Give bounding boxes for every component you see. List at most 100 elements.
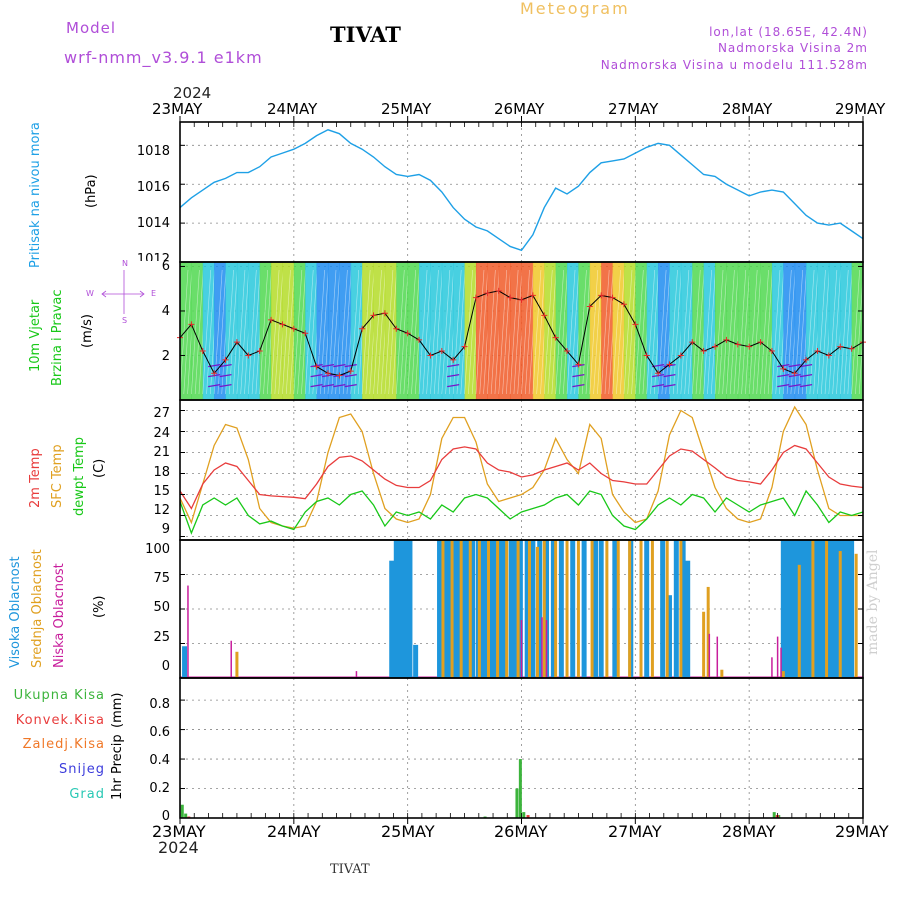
wind-barb-low <box>652 384 665 388</box>
units-precip: (mm) <box>110 692 125 728</box>
ytick-cloud-50: 50 <box>153 600 170 615</box>
low-cloud-bar <box>771 657 773 678</box>
low-cloud-bar <box>716 636 719 678</box>
wind-barb <box>566 269 576 395</box>
mid-cloud-bar <box>542 540 546 678</box>
low-cloud-bar <box>776 636 779 678</box>
wind-point-marker <box>461 343 468 350</box>
high-cloud-bar <box>437 540 443 678</box>
wind-barb-low <box>333 384 346 388</box>
wind-speed-band <box>259 262 272 400</box>
ylabel-wind-1: 10m Vjetar <box>28 299 43 372</box>
wind-barb <box>498 269 508 395</box>
wind-point-marker <box>825 352 832 359</box>
wind-barb <box>229 269 238 395</box>
date-top-2: 25MAY <box>381 100 432 118</box>
low-cloud-bar <box>355 671 358 678</box>
wind-speed-band <box>475 262 488 400</box>
wind-point-marker <box>302 330 309 337</box>
wind-barb-low <box>344 364 357 368</box>
wind-speed-band <box>840 262 853 400</box>
wind-speed-band <box>544 262 557 400</box>
high-cloud-bar <box>530 540 536 678</box>
watermark: made by Angel <box>865 549 881 656</box>
wind-point-marker <box>268 316 275 323</box>
wind-barb <box>718 269 728 395</box>
wind-barb-low <box>310 374 323 378</box>
wind-barb <box>475 269 485 395</box>
wind-speed-band <box>271 262 283 400</box>
date-top-1: 24MAY <box>267 100 318 118</box>
wind-speed-band <box>532 262 545 400</box>
wind-barb <box>464 269 473 395</box>
year-bottom: 2024 <box>158 838 199 857</box>
high-cloud-bar <box>498 540 504 678</box>
wind-point-marker <box>586 303 593 310</box>
wind-barb <box>764 269 773 395</box>
mid-cloud-bar <box>679 540 683 678</box>
wind-barb-low <box>219 364 232 368</box>
wind-point-marker <box>256 348 263 355</box>
ytick-pressure-1018: 1018 <box>136 144 170 159</box>
wind-barb <box>752 269 762 395</box>
mid-cloud-bar <box>468 540 472 678</box>
wind-speed-band <box>623 262 636 400</box>
wind-speed-band <box>521 262 534 400</box>
wind-point-marker <box>712 343 719 350</box>
high-cloud-bar <box>598 540 604 678</box>
wind-speed-band <box>202 262 215 400</box>
wind-speed-band <box>749 262 762 400</box>
wind-barb <box>179 269 189 395</box>
wind-barb <box>593 269 602 395</box>
mid-cloud-bar <box>628 540 632 678</box>
wind-point-marker <box>245 352 252 359</box>
wind-speed-band <box>373 262 386 400</box>
wind-barb <box>672 269 682 395</box>
high-cloud-bar <box>413 644 419 678</box>
wind-point-marker <box>370 312 377 319</box>
wind-point-marker <box>381 310 388 317</box>
mid-cloud-bar <box>496 540 500 678</box>
ytick-pressure-1016: 1016 <box>136 180 170 195</box>
wind-speed-band <box>453 262 466 400</box>
high-cloud-bar <box>451 540 457 678</box>
legend-conv-precip: Konvek.Kisa <box>15 713 105 728</box>
wind-speed-band <box>817 262 830 400</box>
wind-barb <box>695 269 705 395</box>
wind-barb <box>600 269 610 395</box>
date-top-3: 26MAY <box>494 100 545 118</box>
wind-barb <box>509 269 519 395</box>
wind-barb <box>680 269 690 395</box>
wind-barb-low <box>799 374 813 378</box>
high-cloud-bar <box>803 540 809 678</box>
high-cloud-bar <box>456 540 462 678</box>
wind-barb <box>714 269 724 395</box>
wind-barb-low <box>777 384 790 388</box>
wind-barb <box>635 269 644 395</box>
high-cloud-bar <box>808 540 814 678</box>
wind-barb-low <box>208 384 221 388</box>
wind-speed-band <box>441 262 454 400</box>
high-cloud-bar <box>673 540 679 678</box>
wind-point-marker <box>313 363 320 370</box>
wind-barb <box>555 269 564 395</box>
wind-barb <box>855 269 864 395</box>
wind-barb <box>707 269 716 395</box>
wind-barb <box>418 269 428 395</box>
ylabel-temp-2m: 2m Temp <box>28 448 43 508</box>
wind-barb <box>430 269 439 395</box>
wind-point-marker <box>643 352 650 359</box>
wind-barb-low <box>219 384 232 388</box>
high-cloud-bar <box>508 540 514 678</box>
wind-barb <box>456 269 466 395</box>
wind-point-marker <box>484 290 491 297</box>
wind-barb <box>646 269 656 395</box>
total-precip-bar <box>184 813 188 818</box>
wind-speed-band <box>384 262 397 400</box>
wind-barb-low <box>799 384 813 388</box>
wind-point-marker <box>609 294 616 301</box>
wind-barb <box>661 269 671 395</box>
wind-barb <box>259 269 268 395</box>
date-bottom-0: 23MAY <box>152 822 206 841</box>
wind-barb <box>206 269 215 395</box>
